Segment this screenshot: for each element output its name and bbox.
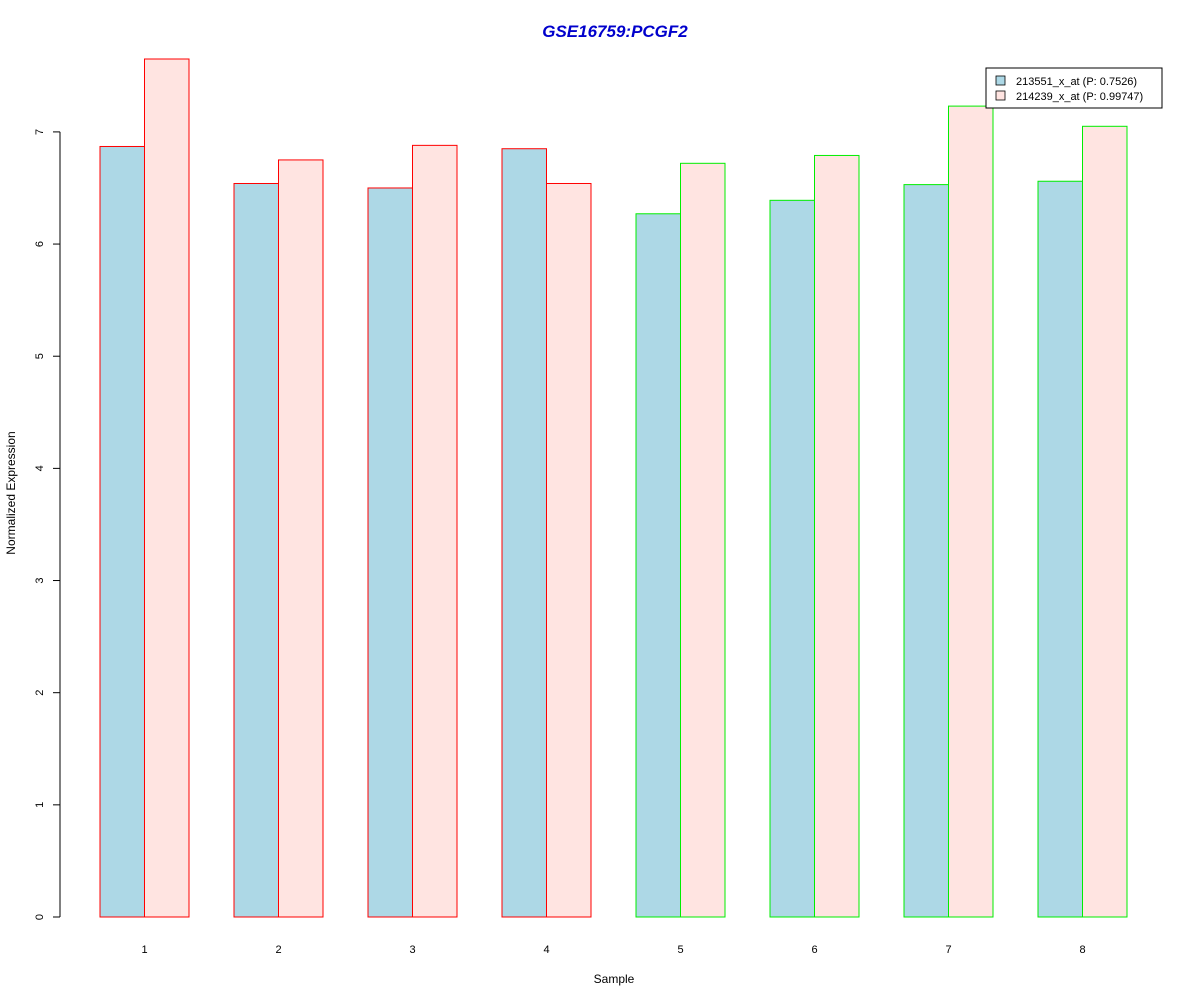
x-tick-label-5: 5 (677, 944, 683, 956)
bar-sample-2-series-1 (233, 182, 279, 918)
bar-sample-7-series-1 (903, 184, 949, 918)
y-tick-label-1: 1 (34, 802, 46, 808)
bar-sample-3-series-2 (412, 144, 458, 918)
bar-sample-1-series-1 (99, 145, 145, 918)
bar-sample-1-series-2 (144, 58, 190, 918)
bars-layer (99, 58, 1128, 918)
bar-sample-4-series-2 (546, 182, 592, 918)
legend-label-2: 214239_x_at (P: 0.99747) (1016, 91, 1143, 103)
x-tick-label-8: 8 (1079, 944, 1085, 956)
bar-sample-5-series-1 (635, 213, 681, 918)
bar-sample-8-series-2 (1082, 125, 1128, 918)
y-axis: 0 1 2 3 4 5 6 7 (34, 129, 61, 920)
legend-label-1: 213551_x_at (P: 0.7526) (1016, 76, 1137, 88)
bar-sample-8-series-1 (1037, 180, 1083, 918)
bar-sample-4-series-1 (501, 148, 547, 918)
legend: 213551_x_at (P: 0.7526) 214239_x_at (P: … (985, 67, 1163, 109)
bar-sample-6-series-1 (769, 199, 815, 918)
x-tick-label-3: 3 (409, 944, 415, 956)
bar-sample-2-series-2 (278, 159, 324, 918)
y-tick-label-2: 2 (34, 690, 46, 696)
bar-sample-5-series-2 (680, 162, 726, 918)
y-tick-label-4: 4 (34, 465, 46, 471)
x-tick-label-1: 1 (141, 944, 147, 956)
y-tick-label-6: 6 (34, 241, 46, 247)
bar-sample-6-series-2 (814, 154, 860, 918)
legend-box (985, 67, 1163, 109)
x-tick-label-2: 2 (275, 944, 281, 956)
x-tick-label-6: 6 (811, 944, 817, 956)
y-tick-label-3: 3 (34, 577, 46, 583)
y-tick-label-7: 7 (34, 129, 46, 135)
bar-sample-3-series-1 (367, 187, 413, 918)
x-tick-label-4: 4 (543, 944, 549, 956)
bar-sample-7-series-2 (948, 105, 994, 918)
x-axis: 1 2 3 4 5 6 7 8 (141, 944, 1085, 956)
chart-title: GSE16759:PCGF2 (542, 22, 688, 41)
x-axis-label: Sample (594, 972, 635, 986)
x-tick-label-7: 7 (945, 944, 951, 956)
y-tick-label-5: 5 (34, 353, 46, 359)
y-axis-label: Normalized Expression (4, 431, 18, 554)
y-tick-label-0: 0 (34, 914, 46, 920)
legend-swatch-2 (995, 90, 1006, 101)
legend-swatch-1 (995, 75, 1006, 86)
